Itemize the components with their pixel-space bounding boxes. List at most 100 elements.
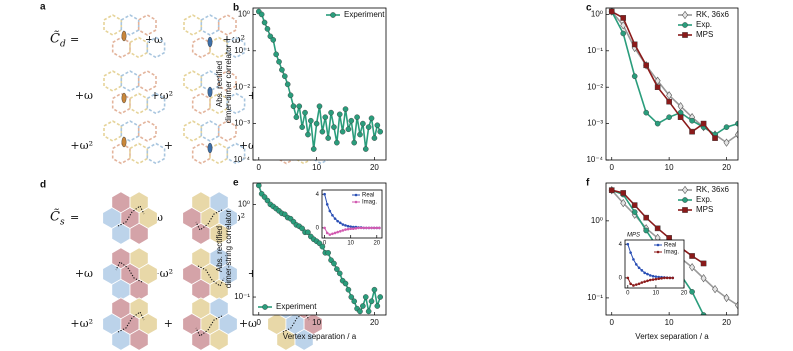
marker [352, 227, 355, 231]
y-tick-label: 10⁻¹ [234, 46, 250, 55]
marker [648, 274, 652, 277]
marker [351, 139, 357, 146]
marker [351, 298, 357, 305]
lattice [102, 191, 158, 245]
marker [654, 275, 658, 278]
legend-marker [682, 207, 688, 213]
marker [634, 283, 638, 286]
plaquette [111, 92, 131, 115]
lattice [102, 247, 158, 301]
marker [338, 229, 342, 233]
marker [629, 282, 632, 286]
legend-label: Imag. [362, 200, 377, 206]
lattice [103, 14, 166, 59]
marker [654, 277, 658, 281]
frame [252, 182, 387, 316]
plaquette [276, 142, 296, 165]
lattice [182, 191, 238, 245]
marker [290, 103, 297, 110]
marker [349, 227, 352, 231]
marker [671, 276, 675, 280]
plaquette [183, 70, 203, 92]
marker [646, 279, 649, 283]
y-tick-label: 10⁻⁴ [586, 155, 603, 164]
legend-marker [354, 200, 358, 204]
plaquette [129, 222, 149, 245]
lhs-symbol: C̃ [50, 30, 60, 46]
marker [299, 124, 305, 130]
coefficient: +ω² [70, 317, 93, 330]
legend-label: Imag. [664, 250, 679, 256]
marker [700, 260, 707, 267]
lhs-relation: = [70, 33, 79, 46]
marker [331, 232, 334, 236]
y-tick-label: 0 [619, 275, 623, 281]
marker [634, 263, 638, 266]
marker [735, 301, 738, 310]
plaquette [137, 70, 157, 92]
marker [620, 198, 627, 208]
marker [378, 226, 381, 230]
legend-marker [682, 22, 688, 28]
lattice [183, 70, 246, 115]
marker [723, 124, 730, 130]
marker [331, 124, 337, 130]
marker [668, 276, 672, 280]
plaquette [129, 328, 149, 351]
legend-marker [682, 197, 688, 203]
marker [677, 114, 684, 120]
coefficient: +ω [75, 267, 93, 280]
marker [323, 192, 326, 196]
marker [313, 120, 320, 127]
x-tick-label: 10 [653, 291, 660, 297]
marker [334, 266, 340, 272]
marker [323, 226, 326, 230]
marker [663, 276, 666, 280]
marker [640, 269, 644, 272]
marker [341, 223, 345, 226]
marker [331, 213, 334, 217]
y-tick-label: 10⁰ [238, 199, 250, 208]
y-tick-label: 10⁻¹ [587, 293, 603, 302]
frame [605, 7, 739, 161]
legend-label: RK, 36x6 [696, 185, 729, 194]
marker [336, 270, 343, 277]
plot-area [625, 240, 684, 288]
marker [637, 266, 641, 270]
marker [338, 221, 342, 225]
legend-label: Real [664, 243, 676, 249]
x-tick-label: 20 [722, 318, 731, 327]
marker [377, 128, 384, 135]
marker [325, 231, 329, 235]
panel-label: c [586, 3, 592, 14]
marker [349, 225, 352, 228]
marker [342, 280, 349, 287]
marker [723, 293, 730, 303]
marker [629, 251, 632, 254]
legend-marker [682, 185, 688, 195]
plaquette [129, 36, 149, 59]
plaquette [120, 120, 140, 142]
lhs-symbol: C̃ [50, 208, 60, 224]
plaquette [191, 36, 211, 59]
coefficient: + [248, 89, 257, 102]
marker [336, 230, 339, 234]
series-layer [608, 8, 738, 147]
marker [377, 294, 384, 300]
plaquette [217, 70, 237, 92]
marker [282, 73, 288, 80]
marker [700, 120, 707, 127]
marker [319, 243, 326, 250]
marker [637, 282, 641, 286]
marker [620, 15, 627, 21]
plaquette [200, 14, 220, 36]
marker [310, 146, 317, 152]
marker [651, 278, 655, 281]
panel-label: b [233, 3, 239, 14]
lhs-relation: = [70, 211, 79, 224]
marker [735, 120, 738, 127]
marker [657, 277, 661, 281]
marker [689, 263, 696, 272]
x-tick-label: 0 [257, 318, 262, 327]
